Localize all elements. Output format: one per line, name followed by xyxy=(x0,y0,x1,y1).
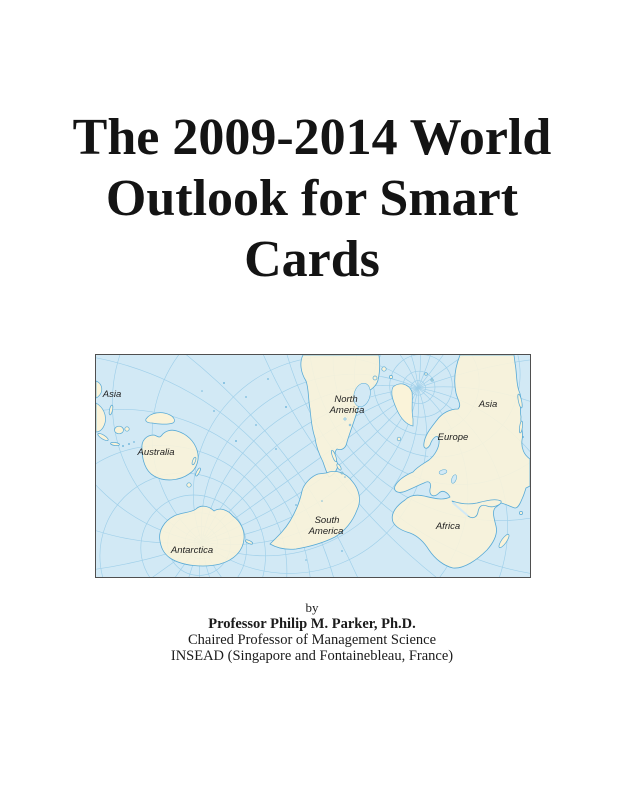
island-speck xyxy=(235,440,237,442)
continent-australia xyxy=(141,429,199,481)
island-speck xyxy=(267,378,269,380)
island-sulawesi xyxy=(124,426,130,432)
great-lake-1 xyxy=(343,417,347,421)
map-label-north-america-2: America xyxy=(329,405,365,416)
island-speck xyxy=(245,396,247,398)
arctic-island-2 xyxy=(381,366,387,372)
graticule-arc xyxy=(96,409,311,577)
island-speck xyxy=(255,424,257,426)
island-new-zealand-north xyxy=(191,456,197,466)
title-line-2: Outlook for Smart xyxy=(105,170,519,227)
island-speck xyxy=(305,559,307,561)
asia-left-fragment-1 xyxy=(96,380,103,399)
author-name: Professor Philip M. Parker, Ph.D. xyxy=(208,616,416,632)
author-institution: INSEAD (Singapore and Fontainebleau, Fra… xyxy=(170,648,454,664)
island-speck xyxy=(344,476,346,478)
graticule-arc xyxy=(140,494,247,577)
graticule-arc xyxy=(199,385,530,577)
asia-left-fragment-2 xyxy=(96,402,106,433)
arctic-island-4 xyxy=(424,372,428,376)
continent-south-america xyxy=(269,471,360,550)
hudson-bay xyxy=(353,382,371,408)
baltic-sea xyxy=(427,441,438,459)
island-philippines xyxy=(108,404,114,416)
island-sumatra xyxy=(97,433,109,441)
island-speck xyxy=(321,500,323,502)
world-map: AsiaAustraliaNorthAmericaEuropeAsiaSouth… xyxy=(96,355,530,577)
island-hispaniola xyxy=(336,463,342,471)
graticule-arc xyxy=(188,386,530,577)
red-sea xyxy=(452,502,468,516)
island-iceland xyxy=(396,436,402,442)
world-map-frame: Asia Australia North America Europe Asia South… xyxy=(95,354,531,578)
arctic-island-3 xyxy=(389,375,393,379)
island-tasmania xyxy=(186,482,192,488)
byline: by xyxy=(305,600,319,615)
map-label-antarctica: Antarctica xyxy=(170,545,213,556)
graticule-arc xyxy=(389,355,453,418)
map-label-australia: Australia xyxy=(137,447,175,458)
continent-afro-eurasia xyxy=(391,355,530,569)
map-labels: AsiaAustraliaNorthAmericaEuropeAsiaSouth… xyxy=(102,389,497,556)
title-line-1: The 2009-2014 World xyxy=(72,109,552,166)
island-borneo xyxy=(114,425,124,435)
continent-antarctica xyxy=(159,505,245,567)
map-label-asia-left: Asia xyxy=(102,389,121,400)
graticule-arc xyxy=(410,380,426,396)
island-speck xyxy=(285,406,287,408)
antarctic-peninsula xyxy=(244,539,254,545)
book-title: The 2009-2014 World Outlook for Smart Ca… xyxy=(0,107,624,290)
map-label-south-america-2: America xyxy=(308,526,344,537)
map-label-asia-right: Asia xyxy=(478,399,497,410)
island-speck xyxy=(275,448,277,450)
landmasses xyxy=(96,355,530,569)
map-label-south-america-1: South xyxy=(315,515,340,526)
map-label-africa: Africa xyxy=(435,521,460,532)
island-speck xyxy=(213,410,215,412)
island-speck xyxy=(122,445,124,447)
island-new-zealand-south xyxy=(195,467,201,477)
author-credits: by Professor Philip M. Parker, Ph.D. Cha… xyxy=(0,600,624,664)
island-madagascar xyxy=(498,533,510,549)
island-japan xyxy=(519,420,523,434)
caspian-sea xyxy=(451,474,457,484)
island-puerto-rico xyxy=(340,471,344,475)
map-label-europe: Europe xyxy=(438,432,469,443)
island-speck xyxy=(128,443,130,445)
island-speck xyxy=(133,441,135,443)
island-sri-lanka xyxy=(519,511,523,515)
island-speck xyxy=(522,436,524,438)
island-speck xyxy=(223,382,225,384)
island-java xyxy=(110,442,120,446)
inner-seas xyxy=(343,382,468,516)
black-sea xyxy=(438,469,448,475)
arctic-island-5 xyxy=(430,378,434,382)
great-lake-2 xyxy=(348,423,352,427)
graticule-arc xyxy=(309,355,530,521)
island-new-guinea xyxy=(145,412,175,425)
island-greenland xyxy=(391,383,414,427)
island-speck xyxy=(201,390,203,392)
island-cuba xyxy=(331,449,337,463)
author-role: Chaired Professor of Management Science xyxy=(187,632,437,648)
island-kamchatka xyxy=(517,393,523,409)
island-speck xyxy=(341,550,343,552)
graticule-axis xyxy=(152,355,465,577)
map-label-north-america-1: North xyxy=(334,394,357,405)
arctic-island-1 xyxy=(372,375,378,381)
title-line-3: Cards xyxy=(244,231,380,288)
island-speck xyxy=(295,504,297,506)
